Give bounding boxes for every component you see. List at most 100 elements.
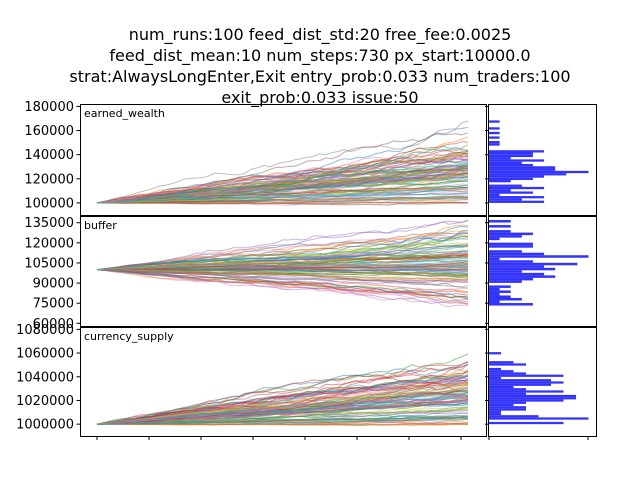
histogram	[488, 352, 589, 425]
series-line	[96, 363, 469, 425]
histogram-bar	[488, 403, 514, 407]
histogram-bar	[488, 260, 533, 263]
histogram-bar	[488, 220, 511, 223]
histogram-bar	[488, 170, 589, 174]
series-line	[96, 198, 469, 204]
series-line	[96, 157, 469, 204]
y-tick-label: 1020000	[16, 394, 74, 409]
title-line-2: feed_dist_mean:10 num_steps:730 px_start…	[109, 46, 531, 65]
series-line	[96, 160, 469, 204]
y-tick-label: 105000	[24, 256, 74, 271]
histogram-bar	[488, 150, 545, 153]
axes-frame	[80, 216, 487, 327]
series-line	[96, 232, 469, 271]
series-line	[97, 201, 469, 205]
histogram-bar	[488, 143, 500, 146]
series-line	[96, 184, 469, 204]
histogram-bar	[488, 230, 511, 233]
histogram-bar	[488, 180, 511, 183]
histogram-bar	[488, 275, 556, 278]
histogram-bar	[488, 374, 564, 377]
y-tick-label: 90000	[33, 277, 74, 292]
series-line	[96, 219, 469, 271]
histogram-bar	[488, 196, 545, 199]
series-line	[96, 196, 469, 204]
series-line	[96, 360, 469, 425]
histogram-bar	[488, 175, 545, 178]
histogram-bar	[488, 280, 522, 283]
series-line	[96, 387, 469, 425]
histogram-bar	[488, 159, 545, 162]
histogram-bar	[488, 417, 589, 420]
series-line	[96, 269, 469, 301]
panel-currency_supply: 1000000 1020000 1040000 1060000 1080000 curre…	[16, 323, 597, 437]
y-tick-label: 1080000	[16, 323, 74, 338]
histogram-frame	[488, 327, 597, 437]
histogram-bar	[488, 262, 578, 266]
histogram-bar	[488, 379, 551, 382]
histogram-bar	[488, 270, 522, 273]
y-tick-label: 180000	[24, 100, 74, 115]
histogram-bar	[488, 408, 526, 411]
histogram-bar	[488, 166, 556, 169]
histogram-bar	[488, 163, 533, 167]
histogram-bar	[488, 361, 514, 364]
histogram-bar	[488, 127, 500, 130]
histogram-bar	[488, 303, 533, 306]
histogram-bar	[488, 131, 500, 135]
series-line	[96, 386, 469, 425]
histogram-bar	[488, 154, 533, 158]
panel-label: buffer	[84, 219, 117, 232]
series-line	[96, 255, 469, 271]
y-tick-label: 160000	[24, 124, 74, 139]
histogram-bar	[488, 250, 522, 253]
series-line	[96, 262, 469, 271]
histogram-bar	[488, 237, 500, 241]
histogram-bar	[488, 401, 526, 404]
histogram-bar	[488, 161, 522, 164]
histogram-bar	[488, 225, 511, 228]
histogram-bar	[488, 152, 533, 155]
title-line-4: exit_prob:0.033 issue:50	[221, 88, 419, 107]
panel-buffer: 60000 75000 90000 105000 120000 135000 buffer	[24, 216, 597, 332]
histogram-bar	[488, 245, 533, 248]
histogram-bar	[488, 265, 545, 268]
histogram-bar	[488, 272, 545, 276]
series-line	[97, 422, 469, 426]
series-line	[96, 173, 469, 204]
y-tick-label: 100000	[24, 196, 74, 211]
histogram-bar	[488, 406, 526, 409]
y-tick-label: 120000	[24, 236, 74, 251]
histogram-frame	[488, 216, 597, 327]
panel-label: earned_wealth	[84, 107, 165, 120]
y-tick-label: 1060000	[16, 347, 74, 362]
histogram-bar	[488, 292, 500, 296]
histogram-bar	[488, 381, 564, 384]
histogram-bar	[488, 297, 522, 301]
series-group	[96, 219, 469, 308]
histogram	[488, 220, 589, 306]
series-line	[96, 269, 469, 306]
panel-label: currency_supply	[84, 330, 174, 343]
series-line	[96, 269, 469, 299]
series-line	[96, 153, 469, 204]
histogram-bar	[488, 198, 522, 201]
y-tick-label: 60000	[33, 317, 74, 332]
histogram-bar	[488, 412, 501, 416]
histogram-bar	[488, 252, 545, 256]
y-tick-label: 120000	[24, 172, 74, 187]
histogram-bar	[488, 255, 589, 258]
series-line	[96, 230, 469, 271]
series-line	[96, 269, 469, 298]
histogram-bar	[488, 300, 500, 304]
y-tick-label: 1040000	[16, 370, 74, 385]
histogram-bar	[488, 120, 500, 123]
axes-frame	[80, 104, 487, 216]
series-line	[97, 268, 468, 272]
histogram-bar	[488, 394, 576, 398]
histogram-bar	[488, 184, 522, 187]
histogram-bar	[488, 285, 511, 288]
histogram-bar	[488, 191, 533, 194]
